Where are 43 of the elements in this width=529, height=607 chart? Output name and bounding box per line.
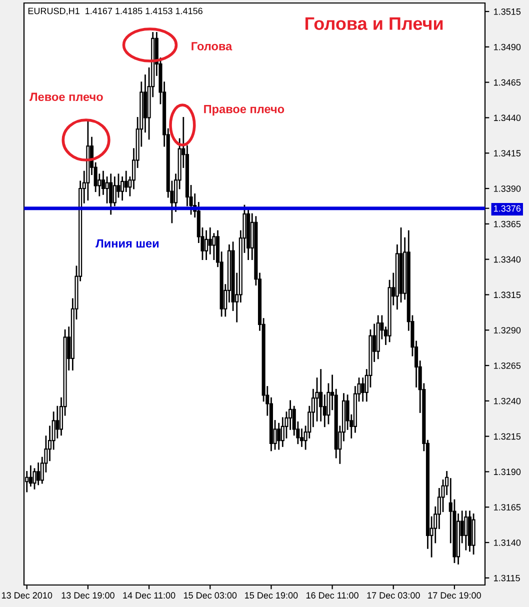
y-tick-label: 1.3265 (494, 362, 521, 369)
y-tick-label: 1.3365 (494, 220, 521, 228)
candlestick (277, 422, 281, 450)
annotation: Правое плечо (204, 105, 284, 116)
text: Голова и Плечи (305, 17, 443, 30)
y-tick-label: 1.3190 (494, 468, 521, 476)
x-tick-label: 15 Dec 03:00 (184, 592, 237, 599)
y-tick-label: 1.3240 (494, 398, 521, 404)
x-tick-label: 13 Dec 2010 (2, 592, 52, 599)
y-tick-label: 1.3515 (494, 8, 521, 15)
candlestick (105, 176, 109, 204)
x-tick-label: 17 Dec 19:00 (428, 592, 481, 599)
y-tick-label: 1.3115 (494, 574, 520, 582)
y-tick-label: 1.3290 (494, 327, 521, 334)
annotation: Левое плечо (30, 92, 103, 102)
y-tick-label: 1.3165 (494, 504, 521, 510)
x-tick-label: 15 Dec 19:00 (245, 592, 298, 599)
chart-subtitle: EURUSD,H1 1.4167 1.4185 1.4153 1.4156 (28, 8, 202, 16)
candlestick (56, 406, 60, 438)
y-tick-label: 1.3465 (494, 79, 521, 86)
y-tick-label: 1.3340 (494, 256, 521, 263)
candlestick (36, 462, 40, 486)
candlestick (109, 174, 113, 215)
y-tick-label: 1.3415 (494, 150, 521, 156)
y-tick-label: 1.3440 (494, 114, 521, 122)
candlestick (124, 170, 128, 192)
y-tick-label: 1.3140 (494, 539, 521, 546)
candlestick (112, 176, 116, 206)
candlestick (361, 378, 365, 402)
candlestick (204, 230, 208, 260)
y-tick-label: 1.3315 (494, 292, 521, 298)
x-tick-label: 16 Dec 11:00 (306, 592, 358, 599)
y-tick-label: 1.3376 (494, 205, 521, 212)
candlestick (464, 510, 468, 550)
annotation: Голова (192, 42, 232, 50)
candlestick (208, 227, 212, 254)
y-tick-label: 1.3390 (494, 185, 521, 192)
x-tick-label: 14 Dec 11:00 (123, 592, 176, 599)
y-tick-label: 1.3490 (494, 44, 521, 50)
x-tick-label: 17 Dec 03:00 (367, 592, 420, 599)
y-tick-label: 1.3215 (494, 433, 521, 440)
x-tick-label: 13 Dec 19:00 (62, 592, 114, 599)
ref-line-label: Линия шеи (96, 239, 159, 248)
